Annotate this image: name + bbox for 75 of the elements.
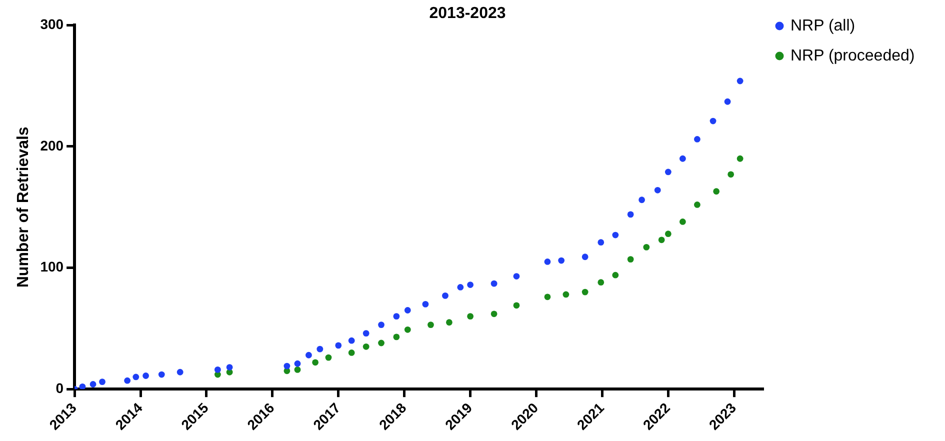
- point: [404, 307, 411, 314]
- point: [598, 279, 604, 286]
- point: [612, 232, 619, 238]
- point: [736, 78, 744, 84]
- y-tick-label: 200: [40, 137, 64, 154]
- point: [176, 368, 184, 376]
- point: [679, 218, 686, 225]
- point: [362, 343, 370, 350]
- point: [404, 326, 411, 333]
- point: [664, 168, 672, 176]
- point: [457, 284, 464, 290]
- point: [544, 294, 551, 300]
- point: [393, 313, 400, 320]
- point: [736, 155, 744, 162]
- point: [713, 188, 720, 195]
- point: [348, 337, 355, 344]
- point: [325, 354, 332, 361]
- point: [422, 300, 429, 308]
- legend-label: NRP (all): [790, 17, 856, 34]
- point: [467, 313, 474, 320]
- point: [544, 258, 551, 265]
- point: [306, 352, 312, 358]
- y-tick-label: 300: [40, 16, 64, 32]
- point: [428, 322, 434, 328]
- point: [362, 330, 370, 336]
- point: [446, 319, 452, 326]
- point: [124, 377, 131, 384]
- point: [467, 282, 474, 288]
- point: [79, 383, 86, 390]
- point: [312, 359, 319, 366]
- point: [612, 272, 619, 278]
- point: [442, 292, 448, 299]
- point: [728, 171, 734, 178]
- point: [294, 360, 301, 367]
- point: [582, 254, 588, 260]
- point: [393, 334, 400, 340]
- point: [142, 372, 149, 379]
- point: [558, 257, 565, 264]
- point: [132, 374, 140, 380]
- point: [562, 291, 570, 298]
- point: [90, 381, 96, 388]
- point: [627, 211, 634, 218]
- point: [643, 244, 650, 250]
- point: [294, 366, 301, 373]
- point: [513, 302, 520, 309]
- point: [226, 364, 233, 370]
- point: [710, 118, 716, 124]
- point: [378, 322, 384, 328]
- point: [598, 239, 604, 246]
- chart-title: 2013-2023: [429, 5, 506, 22]
- point: [627, 256, 634, 263]
- point: [658, 236, 665, 244]
- y-tick-label: 100: [40, 258, 64, 275]
- point: [638, 196, 645, 204]
- legend-label: NRP (proceeded): [790, 47, 915, 64]
- point: [724, 98, 731, 105]
- point: [378, 340, 384, 346]
- point: [284, 362, 290, 370]
- point: [694, 202, 700, 208]
- point: [679, 155, 686, 162]
- point: [490, 280, 498, 287]
- point: [316, 346, 324, 352]
- point: [348, 350, 355, 356]
- y-axis-title: Number of Retrievals: [15, 126, 32, 288]
- point: [214, 366, 221, 373]
- point: [694, 136, 700, 142]
- point: [158, 371, 165, 378]
- point: [490, 310, 498, 318]
- point: [335, 342, 342, 349]
- point: [99, 378, 106, 386]
- point: [582, 288, 588, 296]
- point: [664, 230, 672, 238]
- y-tick-label: 0: [56, 380, 64, 396]
- point: [513, 273, 520, 280]
- point: [654, 186, 661, 194]
